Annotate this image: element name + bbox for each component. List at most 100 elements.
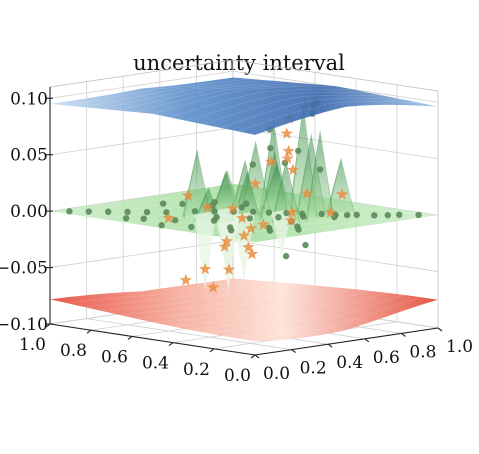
x-tick-mark — [437, 327, 443, 332]
peak-face — [320, 129, 335, 223]
sample-star — [199, 262, 212, 275]
peak-face — [271, 160, 299, 221]
surface-mesh-line — [203, 94, 387, 125]
y-tick-label: 0.6 — [101, 347, 128, 367]
sample-star — [235, 211, 249, 224]
observation-point — [353, 211, 360, 219]
sample-star — [324, 206, 337, 218]
x-tick-mark — [254, 354, 260, 359]
peak-face — [227, 170, 242, 212]
y-tick-label: 1.0 — [19, 335, 46, 355]
surface-mesh-line — [152, 85, 336, 115]
surface-mesh-line — [135, 285, 319, 319]
surface-mesh-line — [67, 279, 251, 304]
peak-face — [341, 157, 356, 217]
observation-point — [159, 200, 167, 207]
x-tick-label: 0.8 — [409, 342, 436, 362]
surface-mesh-line — [152, 287, 336, 323]
surface-body — [50, 278, 438, 342]
axis-lines — [49, 87, 439, 356]
x-tick-mark — [401, 332, 406, 337]
sample-star — [201, 200, 214, 213]
surface-lower-bound — [50, 278, 438, 342]
observation-point — [143, 208, 151, 216]
y-tick-mark — [127, 335, 133, 340]
sample-star — [207, 280, 220, 293]
y-tick-label: 0.4 — [142, 354, 169, 374]
y-tick-label: 0.2 — [183, 360, 210, 380]
observation-point — [238, 204, 245, 211]
surface-mesh-line — [237, 101, 421, 132]
tick-labels: 0.0 0.2 0.4 0.6 0.8 1.00.00.20.40.60.81.0−0.1… — [0, 89, 473, 386]
sample-star — [244, 222, 258, 234]
z-tick-label: −0.10 — [0, 315, 48, 335]
sample-star — [281, 152, 294, 164]
observation-point — [191, 207, 199, 215]
observation-point — [295, 147, 302, 155]
sample-star — [249, 177, 262, 189]
sample-star — [285, 205, 299, 218]
observation-point — [179, 200, 186, 208]
observation-point — [246, 215, 254, 222]
y-tick-label: 0.0 — [224, 366, 251, 386]
sample-star — [237, 229, 251, 241]
observation-point — [210, 217, 218, 224]
observation-point — [318, 210, 325, 218]
sample-star — [226, 202, 239, 214]
y-tick-mark — [168, 342, 174, 347]
x-tick-label: 0.6 — [373, 348, 400, 368]
observation-point — [295, 226, 302, 233]
surface-mesh-line — [118, 82, 302, 111]
surface-mesh-line — [220, 294, 404, 336]
sample-star — [162, 211, 175, 224]
peak-face — [212, 170, 240, 208]
observation-point — [275, 214, 282, 221]
observation-point — [266, 227, 274, 234]
observation-point — [171, 217, 179, 224]
surface-mesh-line — [84, 281, 268, 308]
observation-point — [343, 211, 351, 219]
y-tick-label: 0.8 — [60, 341, 87, 361]
observation-point — [158, 222, 165, 229]
observation-point — [122, 215, 130, 222]
sample-star — [222, 263, 236, 275]
dip-face — [216, 220, 239, 279]
observation-point — [242, 200, 250, 207]
surface-mesh-line — [169, 288, 353, 327]
sample-star — [220, 234, 233, 247]
observation-point — [211, 208, 218, 215]
observation-point — [140, 215, 147, 222]
sample-star — [245, 247, 259, 260]
sample-star — [335, 187, 349, 200]
sample-star — [179, 273, 192, 286]
x-axis-line — [254, 327, 439, 356]
surface-mesh-line — [220, 97, 404, 129]
sample-star — [282, 144, 295, 157]
observation-point — [415, 211, 422, 219]
peak-face — [305, 129, 333, 219]
peak-face — [273, 118, 288, 218]
observation-point — [282, 252, 290, 260]
observation-point — [249, 161, 256, 168]
x-tick-label: 1.0 — [446, 337, 473, 357]
surface-mesh-line — [118, 283, 302, 315]
observation-point — [124, 208, 131, 216]
surface-mesh-line — [237, 296, 422, 339]
chart-title: uncertainty interval — [133, 51, 345, 75]
x-tick-label: 0.2 — [300, 359, 327, 379]
sample-star — [280, 127, 293, 139]
dip-face — [270, 209, 293, 256]
surface-mesh-line — [169, 88, 353, 118]
observation-point — [228, 227, 235, 234]
z-tick-label: −0.05 — [0, 259, 48, 279]
surface-mesh-line — [67, 78, 251, 106]
observation-point — [265, 209, 273, 216]
x-tick-label: 0.4 — [336, 353, 363, 373]
observation-point — [384, 212, 391, 219]
peak-face — [197, 149, 212, 220]
observation-point — [396, 211, 403, 218]
y-tick-mark — [209, 348, 215, 353]
observation-point — [371, 212, 378, 219]
surface-mesh-line — [186, 91, 370, 122]
